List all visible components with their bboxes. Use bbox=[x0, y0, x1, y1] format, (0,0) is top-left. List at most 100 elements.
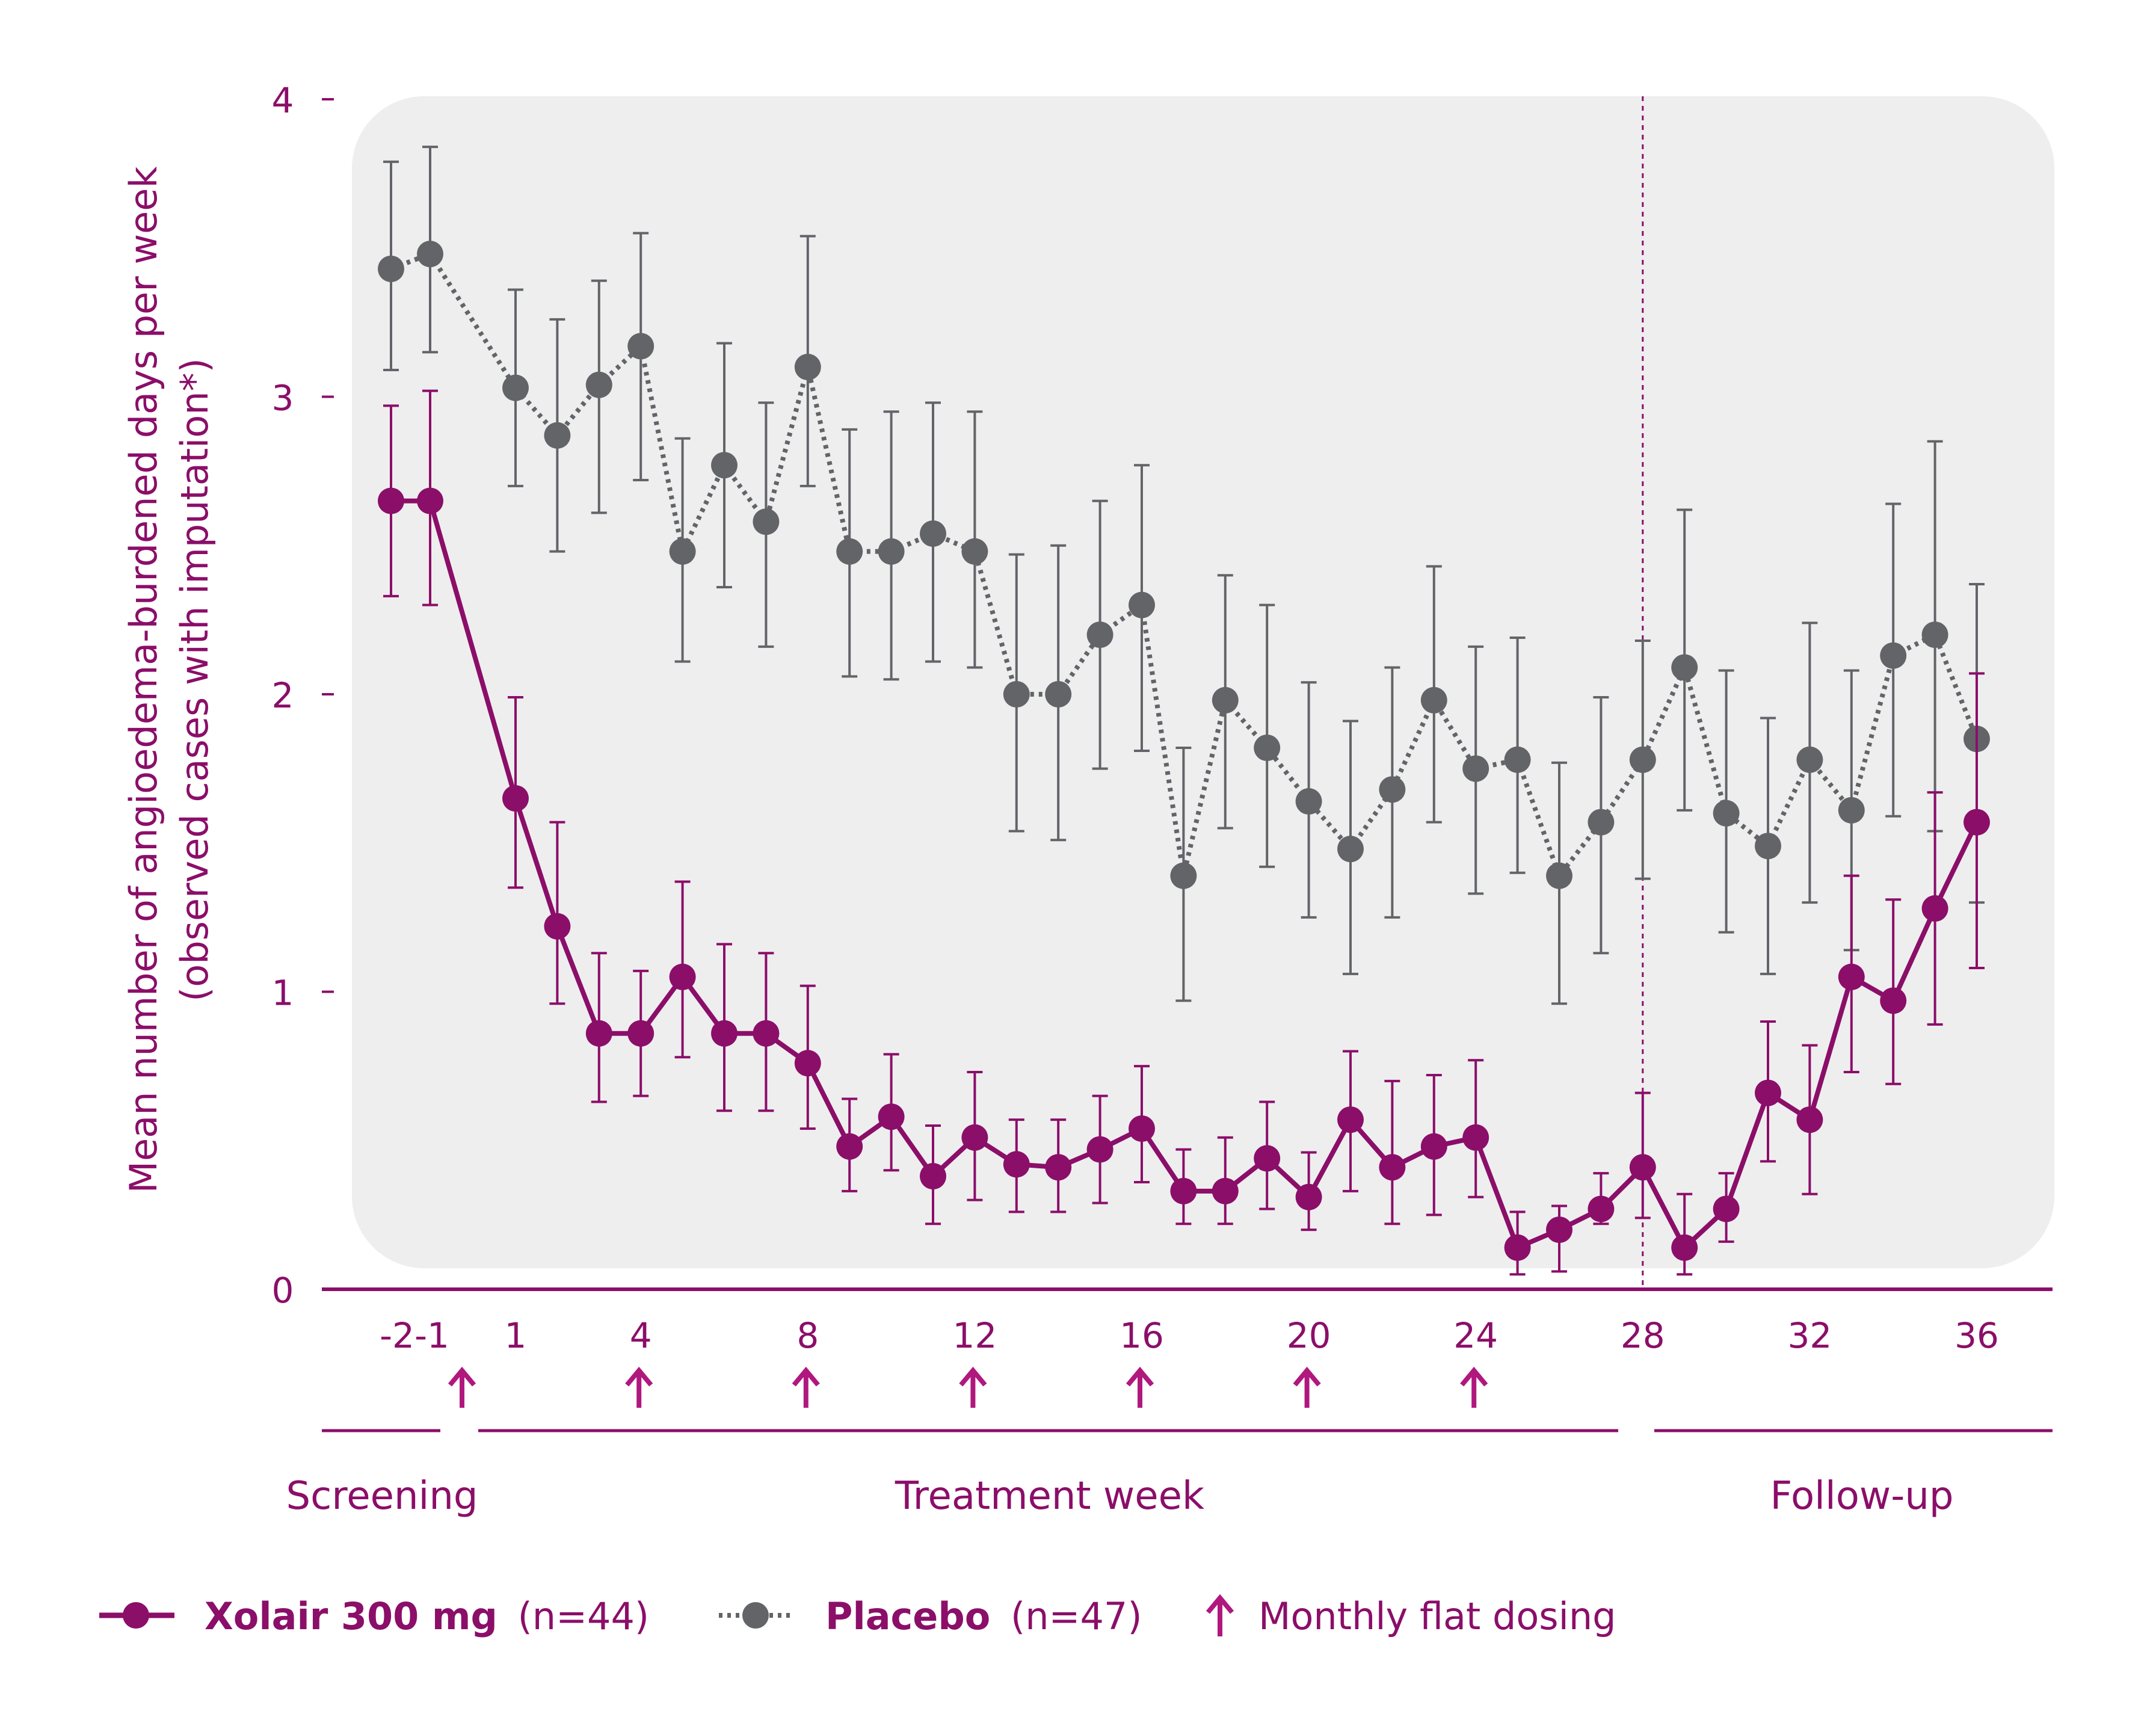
y-axis: 0 1 2 3 4 bbox=[272, 80, 334, 1311]
placebo-point bbox=[794, 354, 821, 381]
dosing-arrow-icon bbox=[625, 1366, 653, 1408]
xolair-point bbox=[1170, 1177, 1197, 1204]
xolair-point bbox=[1462, 1124, 1489, 1151]
xolair-point bbox=[1964, 809, 1990, 836]
period-label: Treatment week bbox=[895, 1474, 1204, 1518]
legend-dosing-arrow-icon bbox=[1206, 1594, 1234, 1636]
placebo-point bbox=[1504, 746, 1531, 773]
xolair-error-bar bbox=[1677, 1192, 1693, 1276]
legend-dosing: Monthly flat dosing bbox=[1206, 1594, 1616, 1638]
placebo-point bbox=[1295, 788, 1322, 815]
placebo-point bbox=[920, 520, 946, 547]
placebo-point bbox=[417, 241, 443, 268]
xolair-point bbox=[378, 487, 404, 514]
x-tick-label: -2 bbox=[380, 1315, 414, 1356]
placebo-point bbox=[753, 508, 780, 535]
series-xolair bbox=[378, 389, 1990, 1276]
y-tick-label: 1 bbox=[272, 973, 294, 1014]
placebo-point bbox=[1254, 735, 1281, 762]
placebo-point bbox=[378, 255, 404, 282]
x-tick-label: 20 bbox=[1287, 1315, 1331, 1356]
x-tick-label: 8 bbox=[796, 1315, 819, 1356]
period-bars: Screening Treatment week Follow-up bbox=[286, 1429, 2053, 1518]
legend-xolair: Xolair 300 mg (n=44) bbox=[99, 1594, 649, 1638]
xolair-point bbox=[1629, 1154, 1656, 1181]
placebo-point bbox=[1086, 621, 1113, 649]
xolair-point bbox=[753, 1020, 780, 1047]
xolair-point bbox=[1588, 1195, 1615, 1222]
xolair-point bbox=[1504, 1234, 1531, 1261]
placebo-point bbox=[1629, 746, 1656, 773]
xolair-point bbox=[1838, 963, 1865, 990]
xolair-point bbox=[1796, 1106, 1823, 1133]
placebo-point bbox=[669, 538, 696, 565]
xolair-point bbox=[1086, 1136, 1113, 1163]
x-tick-label: -1 bbox=[414, 1315, 449, 1356]
x-tick-label: 4 bbox=[630, 1315, 652, 1356]
xolair-point bbox=[836, 1133, 863, 1160]
x-tick-label: 1 bbox=[505, 1315, 527, 1356]
y-axis-label: Mean number of angioedema-burdened days … bbox=[122, 167, 217, 1194]
period-label: Screening bbox=[286, 1474, 478, 1518]
svg-text:Xolair 300 mg (n=44): Xolair 300 mg (n=44) bbox=[205, 1594, 649, 1638]
xolair-point bbox=[1379, 1154, 1406, 1181]
legend: Xolair 300 mg (n=44) Placebo (n=47) Mont… bbox=[99, 1594, 1616, 1638]
xolair-point bbox=[669, 963, 696, 990]
xolair-point bbox=[1671, 1234, 1698, 1261]
xolair-point bbox=[711, 1020, 738, 1047]
xolair-point bbox=[1420, 1133, 1447, 1160]
placebo-point bbox=[1462, 755, 1489, 782]
placebo-point bbox=[1838, 797, 1865, 824]
placebo-point bbox=[1212, 686, 1239, 714]
xolair-point bbox=[502, 785, 529, 812]
legend-xolair-marker bbox=[123, 1602, 149, 1629]
placebo-point bbox=[1003, 681, 1030, 708]
xolair-point bbox=[878, 1103, 905, 1130]
placebo-point bbox=[1129, 591, 1155, 618]
dosing-arrow-icon bbox=[1126, 1366, 1154, 1408]
xolair-point bbox=[1045, 1154, 1072, 1181]
placebo-point bbox=[585, 371, 612, 398]
dosing-arrow-icon bbox=[792, 1366, 820, 1408]
xolair-point bbox=[1713, 1195, 1740, 1222]
series-placebo bbox=[378, 146, 1990, 1005]
placebo-point bbox=[1588, 809, 1615, 836]
xolair-point bbox=[1755, 1079, 1781, 1106]
plot-panel bbox=[352, 96, 2054, 1268]
period-label: Follow-up bbox=[1770, 1474, 1953, 1518]
legend-dosing-label: Monthly flat dosing bbox=[1258, 1594, 1616, 1638]
y-axis-label-line2: (observed cases with imputation*) bbox=[173, 358, 217, 1002]
xolair-point bbox=[1921, 895, 1948, 922]
dosing-arrow-icon bbox=[1460, 1366, 1488, 1408]
legend-xolair-n: (n=44) bbox=[518, 1594, 650, 1638]
legend-placebo-name: Placebo bbox=[825, 1594, 990, 1638]
placebo-point bbox=[878, 538, 905, 565]
x-tick-label: 12 bbox=[952, 1315, 997, 1356]
placebo-point bbox=[836, 538, 863, 565]
xolair-point bbox=[1003, 1151, 1030, 1178]
legend-placebo: Placebo (n=47) bbox=[719, 1594, 1142, 1638]
x-tick-label: 36 bbox=[1954, 1315, 1999, 1356]
placebo-point bbox=[1045, 681, 1072, 708]
xolair-point bbox=[920, 1163, 946, 1190]
xolair-point bbox=[1295, 1183, 1322, 1210]
placebo-point bbox=[1755, 833, 1781, 860]
placebo-point bbox=[1170, 862, 1197, 889]
placebo-point bbox=[961, 538, 988, 565]
xolair-point bbox=[1546, 1216, 1572, 1244]
xolair-point bbox=[794, 1050, 821, 1077]
x-axis: -2 -1 1 4 8 12 16 20 24 28 32 36 bbox=[380, 1315, 1999, 1356]
xolair-point bbox=[1254, 1145, 1281, 1172]
placebo-point bbox=[1671, 654, 1698, 681]
xolair-point bbox=[585, 1020, 612, 1047]
y-axis-label-line1: Mean number of angioedema-burdened days … bbox=[122, 167, 165, 1194]
x-tick-label: 16 bbox=[1120, 1315, 1164, 1356]
placebo-point bbox=[627, 333, 654, 360]
x-tick-label: 28 bbox=[1621, 1315, 1665, 1356]
xolair-point bbox=[1880, 987, 1907, 1014]
dosing-arrow-icon bbox=[959, 1366, 987, 1408]
placebo-point bbox=[1880, 642, 1907, 669]
placebo-point bbox=[1713, 800, 1740, 827]
placebo-point bbox=[502, 374, 529, 401]
